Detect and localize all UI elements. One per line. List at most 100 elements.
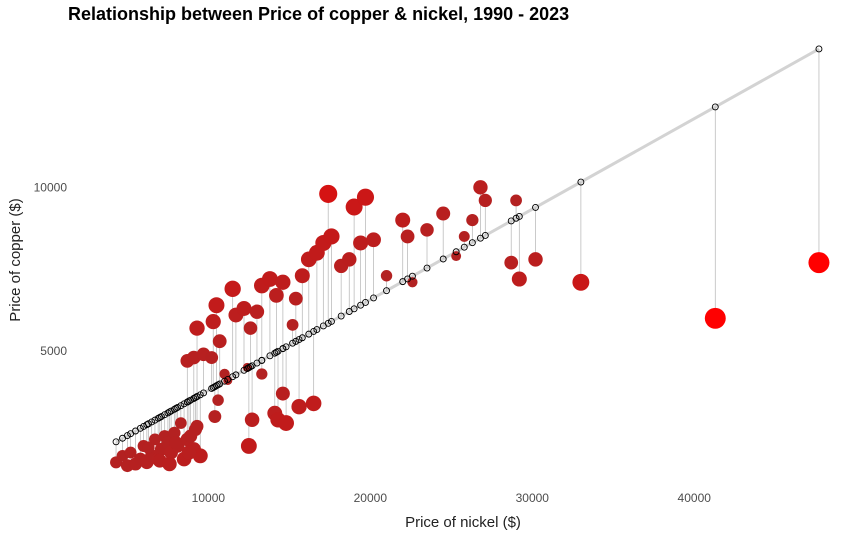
fitted-point	[515, 212, 523, 220]
fitted-point	[245, 364, 253, 372]
fitted-point	[164, 409, 172, 417]
fitted-point	[272, 348, 280, 356]
data-point	[286, 318, 299, 331]
data-point	[366, 232, 381, 248]
data-point	[380, 270, 393, 282]
fitted-point	[154, 414, 162, 422]
fitted-point	[258, 356, 266, 364]
data-point	[124, 446, 137, 459]
data-point	[262, 271, 278, 287]
y-tick-label: 10000	[34, 180, 68, 194]
fitted-point	[289, 339, 297, 347]
data-point	[243, 321, 258, 335]
data-point	[808, 252, 830, 274]
data-point	[192, 448, 208, 464]
data-point	[342, 252, 357, 267]
data-point	[395, 212, 411, 228]
data-point	[323, 228, 340, 245]
data-point	[511, 271, 527, 287]
fitted-point	[370, 294, 378, 302]
data-point	[168, 426, 181, 440]
data-point	[510, 194, 522, 207]
data-point	[224, 280, 241, 297]
fitted-point	[172, 404, 180, 412]
fitted-point	[156, 413, 164, 421]
fitted-point	[324, 319, 332, 327]
fitted-point	[460, 243, 468, 251]
fitted-point	[282, 343, 290, 351]
fitted-point	[408, 272, 416, 280]
data-point	[188, 423, 202, 437]
data-point	[407, 277, 418, 288]
fitted-point	[423, 264, 431, 272]
data-point	[420, 223, 434, 237]
fitted-point	[481, 232, 489, 239]
data-point	[205, 351, 219, 365]
data-point	[148, 433, 161, 446]
data-point	[162, 456, 177, 472]
fitted-point	[452, 248, 460, 256]
data-point	[353, 235, 369, 251]
data-point	[169, 436, 183, 450]
y-axis-title: Price of copper ($)	[7, 198, 24, 321]
fitted-point	[247, 363, 254, 371]
fitted-point	[577, 178, 585, 186]
fitted-point	[193, 393, 201, 401]
data-point	[288, 291, 303, 306]
data-point	[319, 184, 338, 203]
fitted-point	[313, 326, 321, 334]
fitted-point	[200, 389, 207, 397]
data-point	[240, 438, 257, 454]
fitted-point	[468, 239, 476, 247]
data-point	[256, 368, 268, 380]
data-point	[142, 441, 155, 454]
fitted-point	[298, 334, 306, 342]
data-point	[458, 230, 470, 242]
data-point	[189, 320, 205, 336]
fitted-point	[213, 382, 220, 390]
fitted-point	[310, 327, 318, 335]
data-point	[291, 399, 307, 415]
fitted-point	[136, 424, 144, 432]
fitted-point	[166, 408, 173, 416]
data-point	[208, 410, 222, 423]
fitted-point	[157, 413, 165, 420]
fitted-point	[439, 255, 447, 263]
fitted-point	[191, 394, 199, 401]
fitted-point	[123, 432, 131, 439]
data-point	[436, 206, 451, 221]
data-point	[504, 255, 519, 270]
fitted-point	[112, 438, 120, 446]
chart-title: Relationship between Price of copper & n…	[68, 4, 569, 24]
data-point	[208, 297, 225, 314]
fitted-point	[211, 383, 219, 391]
fitted-point	[224, 375, 232, 383]
data-point	[205, 313, 221, 330]
fitted-point	[383, 287, 390, 295]
data-point	[244, 412, 260, 428]
data-point	[528, 252, 543, 267]
x-tick-label: 20000	[354, 491, 388, 505]
data-point	[466, 213, 479, 227]
fitted-point	[232, 371, 240, 379]
fitted-point	[190, 394, 198, 402]
fitted-point	[337, 312, 345, 320]
data-point	[572, 273, 590, 291]
fitted-point	[328, 318, 335, 325]
data-point	[249, 304, 265, 319]
data-point	[174, 417, 187, 429]
data-point	[345, 198, 363, 216]
fitted-point	[711, 103, 719, 111]
data-point	[269, 288, 284, 303]
data-point	[278, 415, 294, 431]
fitted-point	[148, 418, 156, 426]
fitted-point	[183, 398, 191, 406]
fitted-point	[248, 362, 256, 370]
data-point	[275, 274, 291, 290]
x-tick-label: 10000	[192, 491, 226, 505]
data-point	[181, 445, 197, 460]
data-point	[356, 188, 375, 206]
fitted-point	[532, 203, 539, 211]
y-tick-label: 5000	[40, 344, 67, 358]
